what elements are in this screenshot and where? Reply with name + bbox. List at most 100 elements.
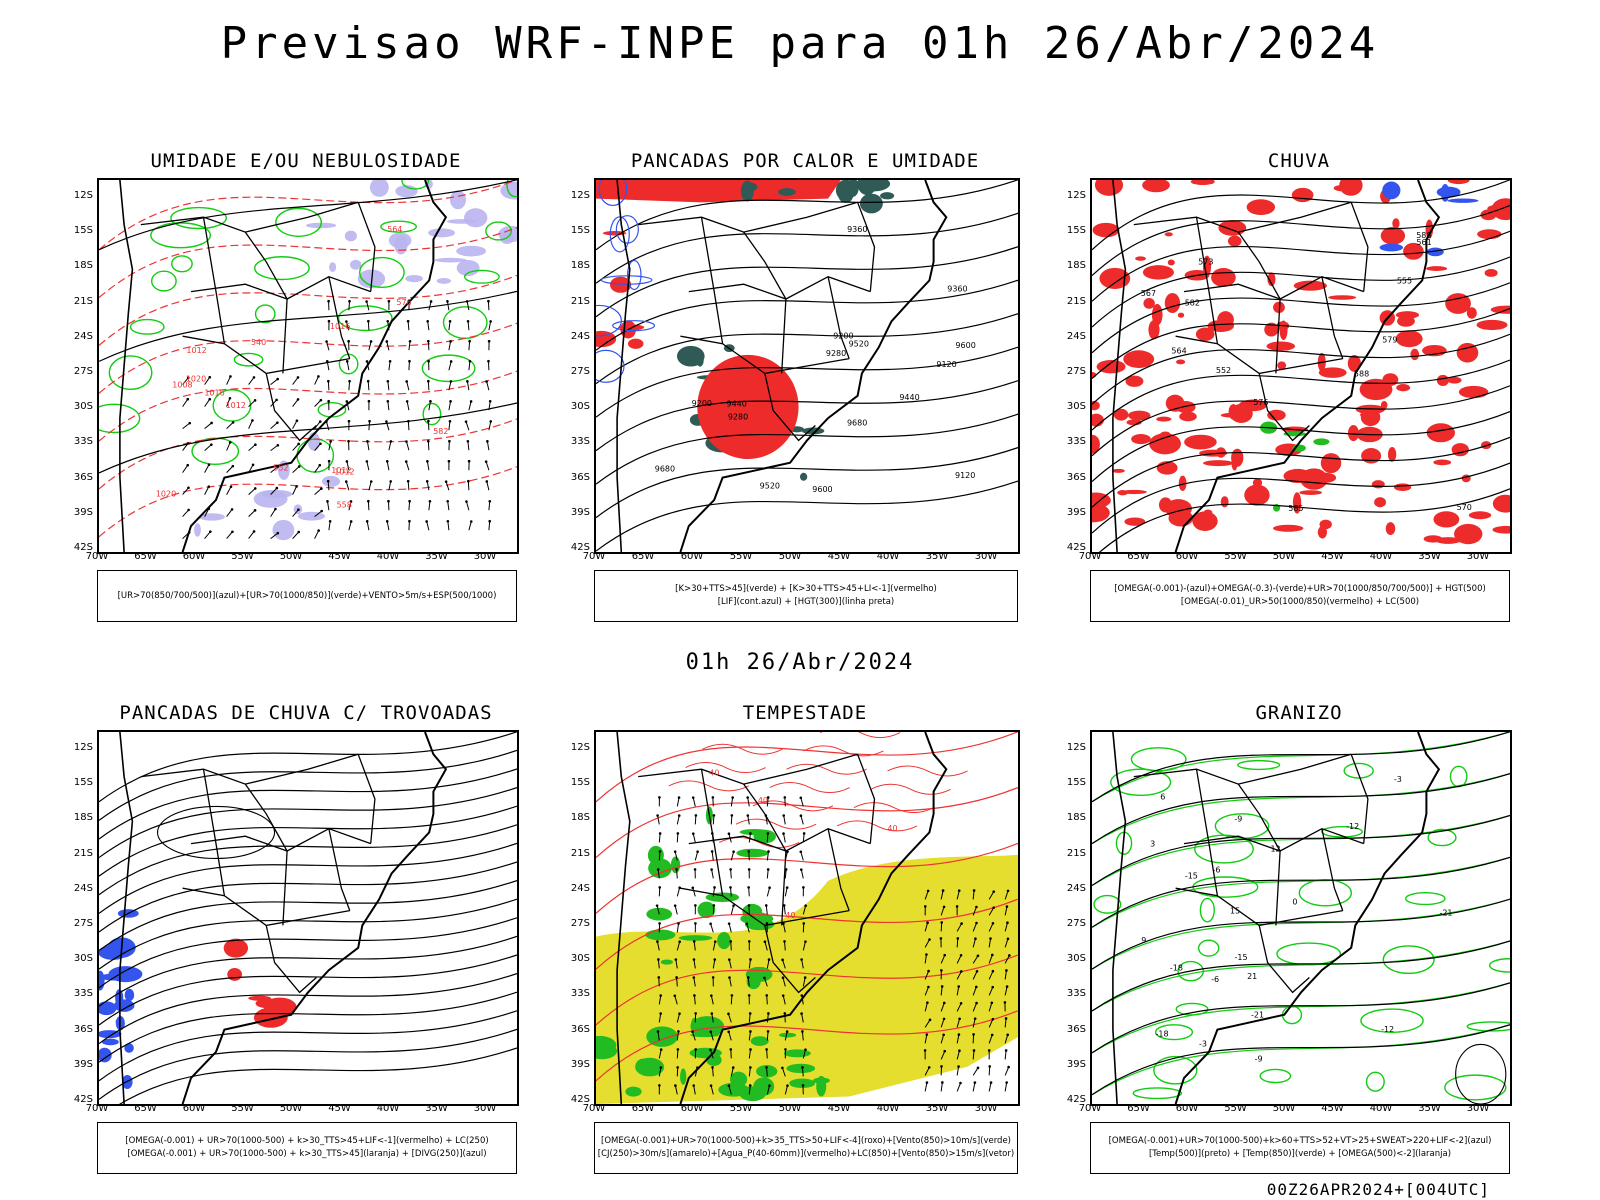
wind-vector-head: [713, 886, 716, 889]
wind-vector-head: [208, 397, 212, 401]
wind-vector: [226, 509, 233, 517]
wind-vector: [972, 922, 977, 932]
contour-label: 1012: [186, 346, 206, 355]
lon-tick-label: 40W: [376, 551, 400, 562]
wind-vector: [488, 521, 491, 531]
precip-field: [1392, 218, 1400, 229]
wind850-field: [813, 1077, 830, 1084]
wind-vector: [182, 398, 189, 407]
wind-vector: [248, 377, 255, 385]
humidity-high-field: [322, 475, 341, 487]
temp850-contour: [1298, 879, 1353, 907]
precip-field: [1164, 232, 1173, 237]
wind-vector-head: [694, 1048, 697, 1051]
wind-vector-head: [748, 1084, 752, 1087]
lat-tick-label: 36S: [570, 1023, 590, 1035]
wind-vector-head: [766, 796, 770, 799]
wind-vector-head: [253, 509, 257, 512]
wind850-field: [596, 1035, 617, 1055]
lat-tick-label: 42S: [1066, 1094, 1086, 1105]
temp850-contour: [1092, 856, 1510, 928]
lat-tick-label: 30S: [570, 953, 590, 965]
wind-vector: [766, 797, 769, 807]
wind-vector-head: [658, 886, 662, 889]
wind-vector-head: [489, 420, 493, 423]
legend-line: [OMEGA(-0.001) + UR>70(1000-500) + k>30_…: [127, 1149, 487, 1159]
wind-vector-head: [367, 499, 370, 503]
lon-tick-label: 45W: [827, 1103, 851, 1114]
lon-tick-label: 45W: [1321, 551, 1344, 562]
wind-vector: [292, 443, 300, 451]
wind-vector-head: [253, 399, 257, 402]
hgt500-contour: [1092, 436, 1510, 508]
precip-field: [1175, 400, 1196, 413]
main-title: Previsao WRF-INPE para 01h 26/Abr/2024: [220, 18, 1380, 69]
wind-vector-head: [990, 1033, 994, 1037]
temp850-contour: [1192, 876, 1259, 898]
wind-vector: [956, 1066, 960, 1076]
lon-tick-label: 35W: [1418, 551, 1441, 562]
wind-vector-head: [960, 970, 963, 973]
lat-tick-label: 18S: [73, 812, 93, 824]
wind-vector: [972, 1050, 975, 1060]
lon-tick-label: 35W: [1418, 1103, 1441, 1114]
wind-vector-head: [729, 1048, 733, 1051]
wind-vector-head: [207, 463, 211, 467]
wind-vector: [204, 376, 211, 385]
wind-vector-head: [276, 421, 279, 424]
humidity-low-contour: [150, 270, 177, 292]
wind-vector: [468, 401, 472, 411]
wind-vector: [204, 508, 210, 517]
contour-label: 21: [1247, 972, 1257, 981]
wind-vector-head: [327, 379, 330, 383]
wind-vector-head: [657, 958, 660, 961]
lon-tick-label: 35W: [425, 551, 448, 562]
wind-vector: [328, 521, 331, 531]
wind-vector: [988, 891, 995, 900]
temp850-contour: [1092, 982, 1510, 1054]
wind-vector-head: [187, 486, 190, 490]
contour-label: -3: [1394, 775, 1402, 784]
lat-tick-label: 42S: [570, 1094, 590, 1105]
hgt500-contour: [1092, 256, 1510, 328]
coastline-pacific: [1112, 180, 1127, 552]
k-tts-field: [856, 180, 891, 192]
wind-vector: [711, 1013, 714, 1023]
lat-tick-label: 15S: [1066, 777, 1086, 789]
wind-vector-head: [678, 1012, 681, 1015]
lon-tick-label: 65W: [134, 1103, 157, 1114]
wind-vector: [427, 341, 430, 351]
lat-tick-label: 12S: [73, 742, 93, 753]
humidity-high-field: [388, 232, 412, 249]
lat-tick-label: 33S: [73, 436, 93, 448]
lon-tick-label: 30W: [473, 551, 497, 562]
panel-title: UMIDADE E/OU NEBULOSIDADE: [150, 150, 462, 172]
wind-vector-head: [992, 906, 996, 909]
map-canvas: 1012101210121008101210161020101610205765…: [99, 180, 517, 552]
wind-vector: [766, 869, 769, 879]
wind-vector: [314, 443, 321, 451]
wind-vector-head: [365, 520, 369, 523]
wind-vector: [676, 815, 680, 825]
wind-vector-head: [297, 465, 301, 468]
wind-vector: [781, 1067, 786, 1077]
wind-vector-head: [727, 958, 731, 961]
hgt500-contour: [1092, 230, 1510, 302]
coastline-pacific: [1112, 732, 1127, 1104]
divergence-field: [113, 999, 135, 1012]
wind-vector: [692, 1031, 696, 1041]
temp850-contour: [1194, 834, 1254, 864]
wind-vector: [801, 995, 804, 1005]
wind-vector-head: [989, 1081, 993, 1084]
precip-field: [1264, 322, 1279, 337]
lat-tick-label: 33S: [1066, 988, 1086, 1000]
temp850-contour: [1488, 958, 1510, 973]
wind-vector-head: [730, 814, 734, 817]
wind-vector-head: [804, 1048, 807, 1051]
temp850-contour: [1153, 1055, 1198, 1085]
wind-vector-head: [408, 359, 411, 363]
wind-vector-head: [425, 480, 429, 483]
wind-vector: [314, 464, 321, 473]
wind-vector: [204, 464, 210, 473]
wind-vector: [730, 869, 732, 879]
